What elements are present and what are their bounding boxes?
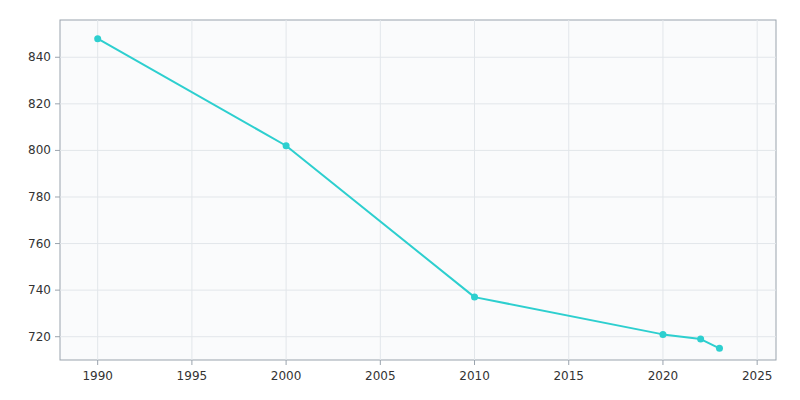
data-point bbox=[716, 345, 723, 352]
x-tick-label: 2025 bbox=[742, 369, 773, 383]
x-tick-label: 1990 bbox=[82, 369, 113, 383]
data-point bbox=[471, 294, 478, 301]
chart-container: 1990 1995 2000 2005 2010 2015 2020 2025 720 740 76… bbox=[0, 0, 800, 400]
y-tick-label: 820 bbox=[28, 97, 51, 111]
y-grid-line bbox=[60, 150, 776, 151]
y-grid-line bbox=[60, 57, 776, 58]
y-tick-label: 740 bbox=[28, 283, 51, 297]
plot-frame bbox=[60, 20, 776, 360]
y-grid-line bbox=[60, 336, 776, 337]
x-grid-line bbox=[474, 20, 475, 360]
x-tick-label: 2000 bbox=[271, 369, 302, 383]
y-tick bbox=[55, 57, 60, 58]
grid bbox=[60, 20, 776, 360]
x-grid-line bbox=[191, 20, 192, 360]
x-grid-line bbox=[380, 20, 381, 360]
data-point bbox=[94, 35, 101, 42]
x-tick bbox=[757, 360, 758, 365]
x-tick-label: 1995 bbox=[177, 369, 208, 383]
chart-svg: 1990 1995 2000 2005 2010 2015 2020 2025 720 740 76… bbox=[0, 0, 800, 400]
y-tick bbox=[55, 336, 60, 337]
y-tick-label: 800 bbox=[28, 143, 51, 157]
x-tick bbox=[568, 360, 569, 365]
y-tick bbox=[55, 243, 60, 244]
data-layer bbox=[94, 35, 723, 352]
y-tick bbox=[55, 290, 60, 291]
y-tick-label: 780 bbox=[28, 190, 51, 204]
x-tick bbox=[286, 360, 287, 365]
x-tick-label: 2010 bbox=[459, 369, 490, 383]
x-tick-label: 2005 bbox=[365, 369, 396, 383]
x-tick bbox=[191, 360, 192, 365]
data-point bbox=[283, 142, 290, 149]
y-grid-line bbox=[60, 290, 776, 291]
x-tick bbox=[380, 360, 381, 365]
y-tick-label: 720 bbox=[28, 330, 51, 344]
x-tick-label: 2020 bbox=[648, 369, 679, 383]
y-tick-label: 840 bbox=[28, 50, 51, 64]
x-grid-line bbox=[97, 20, 98, 360]
x-tick bbox=[662, 360, 663, 365]
x-tick bbox=[474, 360, 475, 365]
y-tick bbox=[55, 103, 60, 104]
y-grid-line bbox=[60, 243, 776, 244]
data-point bbox=[659, 331, 666, 338]
y-tick-label: 760 bbox=[28, 237, 51, 251]
y-grid-line bbox=[60, 103, 776, 104]
data-line bbox=[98, 39, 720, 349]
x-tick bbox=[97, 360, 98, 365]
axes: 1990 1995 2000 2005 2010 2015 2020 2025 720 740 76… bbox=[28, 50, 772, 383]
data-point bbox=[697, 336, 704, 343]
y-tick bbox=[55, 196, 60, 197]
y-grid-line bbox=[60, 196, 776, 197]
x-grid-line bbox=[757, 20, 758, 360]
x-grid-line bbox=[568, 20, 569, 360]
x-grid-line bbox=[286, 20, 287, 360]
x-tick-label: 2015 bbox=[553, 369, 584, 383]
y-tick bbox=[55, 150, 60, 151]
x-grid-line bbox=[662, 20, 663, 360]
